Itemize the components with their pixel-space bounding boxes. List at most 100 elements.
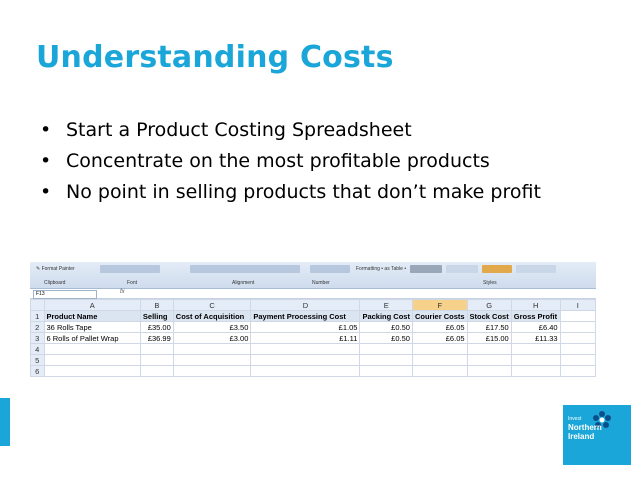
cell[interactable]: [510, 365, 561, 377]
cell[interactable]: £3.50: [172, 321, 252, 333]
header-cell[interactable]: Cost of Acquisition: [172, 310, 252, 322]
row-header[interactable]: 3: [30, 332, 45, 344]
font-group-label: Font: [127, 280, 138, 286]
style-swatch-4[interactable]: [516, 265, 556, 273]
header-cell[interactable]: Selling: [139, 310, 174, 322]
logo-text-invest: Invest: [568, 416, 582, 422]
cell[interactable]: [411, 365, 468, 377]
styles-group-label: Styles: [483, 280, 497, 286]
cell[interactable]: £36.99: [139, 332, 174, 344]
bullet-item: • Start a Product Costing Spreadsheet: [38, 116, 598, 145]
format-as-table-button[interactable]: Formatting • as Table •: [356, 266, 407, 272]
bullet-item: • Concentrate on the most profitable prod…: [38, 147, 598, 176]
cell[interactable]: [411, 343, 468, 355]
table-row: 1 Product Name Selling Cost of Acquisiti…: [30, 310, 596, 322]
cell[interactable]: [466, 343, 512, 355]
bullet-text: Start a Product Costing Spreadsheet: [66, 119, 412, 141]
row-header[interactable]: 1: [30, 310, 45, 322]
header-cell[interactable]: Courier Costs: [411, 310, 468, 322]
cell[interactable]: [139, 365, 174, 377]
cell[interactable]: £17.50: [466, 321, 512, 333]
header-cell[interactable]: Payment Processing Cost: [250, 310, 361, 322]
cell[interactable]: [139, 343, 174, 355]
header-cell[interactable]: Stock Cost: [466, 310, 512, 322]
style-swatch-2[interactable]: [446, 265, 478, 273]
cell[interactable]: [559, 354, 596, 366]
cell[interactable]: [466, 354, 512, 366]
row-header[interactable]: 4: [30, 343, 45, 355]
invest-ni-logo: Invest Northern Ireland: [563, 405, 631, 465]
name-box[interactable]: F13: [33, 290, 97, 299]
cell[interactable]: [510, 343, 561, 355]
cell[interactable]: [250, 343, 361, 355]
cell[interactable]: [250, 365, 361, 377]
header-cell[interactable]: Gross Profit: [510, 310, 561, 322]
cell[interactable]: [172, 365, 252, 377]
column-header-selected[interactable]: F: [411, 299, 468, 311]
cell[interactable]: [172, 354, 252, 366]
row-header[interactable]: 2: [30, 321, 45, 333]
cell[interactable]: [359, 354, 413, 366]
column-header[interactable]: B: [139, 299, 174, 311]
header-cell[interactable]: Product Name: [43, 310, 141, 322]
formula-bar: F13 fx: [30, 289, 596, 299]
logo-text-northern-ireland: Northern Ireland: [568, 423, 602, 441]
cell[interactable]: [411, 354, 468, 366]
format-painter-button[interactable]: ✎ Format Painter: [36, 266, 75, 272]
column-header[interactable]: D: [250, 299, 361, 311]
row-header[interactable]: 5: [30, 354, 45, 366]
number-controls[interactable]: [310, 265, 350, 273]
select-all-corner[interactable]: [30, 299, 45, 311]
column-header[interactable]: I: [559, 299, 596, 311]
column-header[interactable]: E: [359, 299, 413, 311]
style-swatch-1[interactable]: [410, 265, 442, 273]
cell[interactable]: [139, 354, 174, 366]
style-swatch-3[interactable]: [482, 265, 512, 273]
column-header[interactable]: A: [43, 299, 141, 311]
cell[interactable]: 6 Rolls of Pallet Wrap: [43, 332, 141, 344]
cell[interactable]: £0.50: [359, 332, 413, 344]
cell[interactable]: [359, 365, 413, 377]
clipboard-group-label: Clipboard: [44, 280, 66, 286]
cell[interactable]: [43, 354, 141, 366]
cell[interactable]: [43, 343, 141, 355]
cell[interactable]: [359, 343, 413, 355]
column-header[interactable]: G: [466, 299, 512, 311]
cell[interactable]: £11.33: [510, 332, 561, 344]
table-row: 5: [30, 354, 596, 366]
cell[interactable]: £1.05: [250, 321, 361, 333]
bullet-text: Concentrate on the most profitable produ…: [66, 150, 490, 172]
alignment-controls[interactable]: [190, 265, 300, 273]
table-row: 3 6 Rolls of Pallet Wrap £36.99 £3.00 £1…: [30, 332, 596, 344]
cell[interactable]: [559, 343, 596, 355]
cell[interactable]: £3.00: [172, 332, 252, 344]
bullet-list: • Start a Product Costing Spreadsheet • Co…: [38, 116, 598, 209]
decorative-stripe: [0, 398, 10, 446]
fx-icon[interactable]: fx: [120, 289, 125, 295]
cell[interactable]: [559, 365, 596, 377]
cell[interactable]: [250, 354, 361, 366]
cell[interactable]: 36 Rolls Tape: [43, 321, 141, 333]
row-header[interactable]: 6: [30, 365, 45, 377]
cell[interactable]: [466, 365, 512, 377]
excel-ribbon: ✎ Format Painter Clipboard Font Alignmen…: [30, 262, 596, 289]
header-cell[interactable]: Packing Cost: [359, 310, 413, 322]
cell[interactable]: £0.50: [359, 321, 413, 333]
cell[interactable]: £6.05: [411, 332, 468, 344]
number-group-label: Number: [312, 280, 330, 286]
cell[interactable]: £35.00: [139, 321, 174, 333]
cell[interactable]: £15.00: [466, 332, 512, 344]
cell[interactable]: £1.11: [250, 332, 361, 344]
font-controls[interactable]: [100, 265, 160, 273]
cell[interactable]: [559, 321, 596, 333]
cell[interactable]: [559, 310, 596, 322]
cell[interactable]: £6.40: [510, 321, 561, 333]
cell[interactable]: [559, 332, 596, 344]
bullet-item: • No point in selling products that don’t…: [38, 178, 598, 207]
cell[interactable]: [43, 365, 141, 377]
cell[interactable]: [510, 354, 561, 366]
cell[interactable]: £6.05: [411, 321, 468, 333]
column-header[interactable]: C: [172, 299, 252, 311]
cell[interactable]: [172, 343, 252, 355]
column-header[interactable]: H: [510, 299, 561, 311]
